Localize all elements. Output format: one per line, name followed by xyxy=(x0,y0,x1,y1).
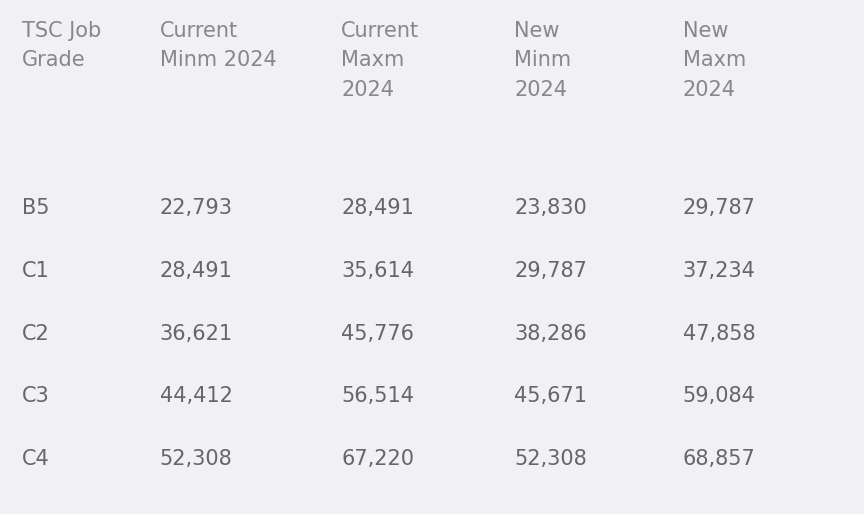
Text: 52,308: 52,308 xyxy=(160,449,232,469)
Text: C1: C1 xyxy=(22,261,49,281)
Text: New
Minm
2024: New Minm 2024 xyxy=(514,21,571,100)
Text: 38,286: 38,286 xyxy=(514,324,587,343)
Text: 52,308: 52,308 xyxy=(514,449,587,469)
Text: 22,793: 22,793 xyxy=(160,198,232,218)
Text: TSC Job
Grade: TSC Job Grade xyxy=(22,21,101,70)
Text: C3: C3 xyxy=(22,387,49,406)
Text: 45,671: 45,671 xyxy=(514,387,587,406)
Text: 29,787: 29,787 xyxy=(683,198,755,218)
Text: C2: C2 xyxy=(22,324,49,343)
Text: 23,830: 23,830 xyxy=(514,198,587,218)
Text: 47,858: 47,858 xyxy=(683,324,755,343)
Text: 28,491: 28,491 xyxy=(160,261,232,281)
Text: 67,220: 67,220 xyxy=(341,449,414,469)
Text: 35,614: 35,614 xyxy=(341,261,414,281)
Text: 59,084: 59,084 xyxy=(683,387,755,406)
Text: 44,412: 44,412 xyxy=(160,387,232,406)
Text: New
Maxm
2024: New Maxm 2024 xyxy=(683,21,746,100)
Text: 37,234: 37,234 xyxy=(683,261,755,281)
Text: 29,787: 29,787 xyxy=(514,261,587,281)
Text: 68,857: 68,857 xyxy=(683,449,755,469)
Text: 28,491: 28,491 xyxy=(341,198,414,218)
Text: C4: C4 xyxy=(22,449,49,469)
Text: 56,514: 56,514 xyxy=(341,387,414,406)
Text: Current
Maxm
2024: Current Maxm 2024 xyxy=(341,21,419,100)
Text: B5: B5 xyxy=(22,198,49,218)
Text: 36,621: 36,621 xyxy=(160,324,233,343)
Text: Current
Minm 2024: Current Minm 2024 xyxy=(160,21,276,70)
Text: 45,776: 45,776 xyxy=(341,324,414,343)
